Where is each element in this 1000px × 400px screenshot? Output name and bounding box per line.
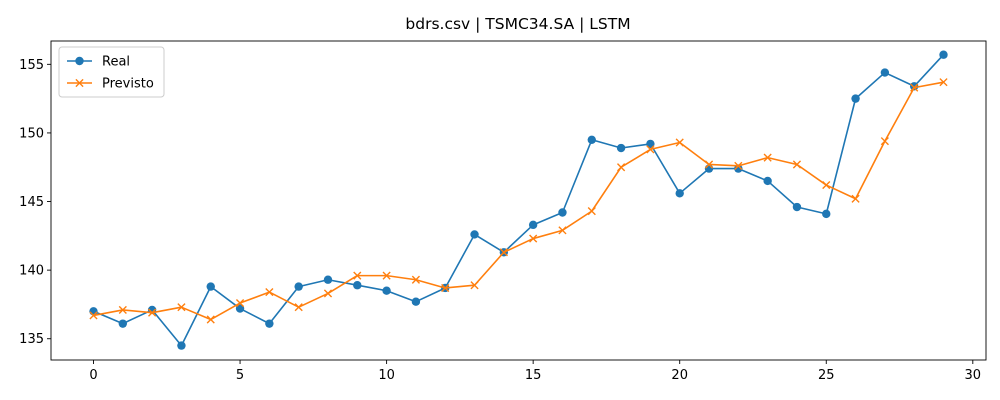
x-tick-label: 10 [378, 368, 395, 383]
data-point-real [675, 189, 684, 198]
data-point-previsto [851, 194, 860, 203]
data-point-previsto [177, 303, 186, 312]
chart-title: bdrs.csv | TSMC34.SA | LSTM [405, 15, 630, 33]
data-point-real [792, 202, 802, 212]
data-point-real [206, 282, 215, 291]
data-point-previsto [880, 137, 889, 146]
legend-label-real: Real [102, 55, 130, 70]
data-point-real [235, 304, 245, 313]
y-tick-label: 145 [19, 195, 44, 210]
data-point-real [587, 135, 596, 144]
legend-marker-real [75, 56, 84, 66]
data-point-real [528, 220, 538, 230]
data-point-real [353, 281, 362, 290]
axes-frame [50, 40, 987, 361]
plot-area: 0 5 10 15 20 25 30 135 140 145 150 155 Real Previsto [19, 40, 987, 383]
data-point-real [704, 164, 714, 173]
data-point-previsto [353, 271, 362, 280]
data-point-real [411, 297, 421, 306]
data-point-previsto [118, 305, 127, 315]
data-point-previsto [939, 78, 948, 87]
data-point-real [880, 68, 890, 77]
x-tick-label: 30 [965, 368, 982, 383]
x-tick-label: 15 [525, 368, 542, 383]
data-point-previsto [89, 311, 98, 320]
data-point-real [470, 230, 479, 239]
data-point-previsto [734, 161, 743, 170]
data-point-previsto [558, 226, 567, 235]
y-tick-label: 140 [19, 264, 44, 279]
data-point-real [822, 209, 831, 219]
data-point-previsto [206, 315, 215, 324]
data-point-real [177, 341, 186, 350]
legend-label-previsto: Previsto [102, 77, 154, 92]
data-point-real [616, 143, 626, 153]
data-point-previsto [499, 248, 508, 257]
data-point-previsto [587, 207, 596, 216]
data-point-previsto [382, 271, 391, 280]
data-point-previsto [792, 160, 802, 169]
data-point-real [118, 319, 128, 328]
data-point-previsto [675, 138, 684, 147]
series-line-previsto [93, 81, 944, 321]
data-point-real [294, 282, 303, 291]
data-point-previsto [529, 234, 538, 243]
data-point-previsto [616, 163, 626, 172]
data-point-previsto [646, 145, 655, 154]
data-point-previsto [704, 160, 714, 169]
data-point-real [558, 208, 567, 217]
data-point-previsto [763, 153, 772, 162]
data-point-real [323, 275, 333, 284]
data-point-real [382, 286, 391, 295]
data-point-previsto [265, 287, 274, 297]
data-point-real [763, 176, 772, 186]
data-point-real [909, 82, 919, 91]
x-tick-label: 5 [236, 368, 244, 383]
x-tick-label: 20 [671, 368, 688, 383]
legend-marker-previsto [75, 78, 84, 88]
data-point-previsto [822, 180, 831, 190]
data-point-real [939, 50, 948, 59]
x-tick-label: 0 [89, 368, 97, 383]
data-point-previsto [323, 289, 333, 298]
y-tick-label: 155 [19, 58, 44, 73]
data-point-previsto [470, 281, 479, 290]
data-point-previsto [441, 283, 450, 293]
x-tick-label: 25 [818, 368, 835, 383]
legend-box [58, 46, 165, 98]
y-tick-label: 135 [19, 332, 44, 347]
data-point-real [646, 139, 655, 149]
data-point-real [265, 319, 274, 328]
data-point-previsto [411, 275, 421, 284]
data-point-previsto [294, 303, 303, 312]
data-point-previsto [910, 83, 919, 92]
data-point-real [851, 94, 860, 103]
data-point-previsto [235, 298, 245, 308]
data-point-previsto [148, 308, 157, 317]
y-tick-label: 150 [19, 126, 44, 141]
